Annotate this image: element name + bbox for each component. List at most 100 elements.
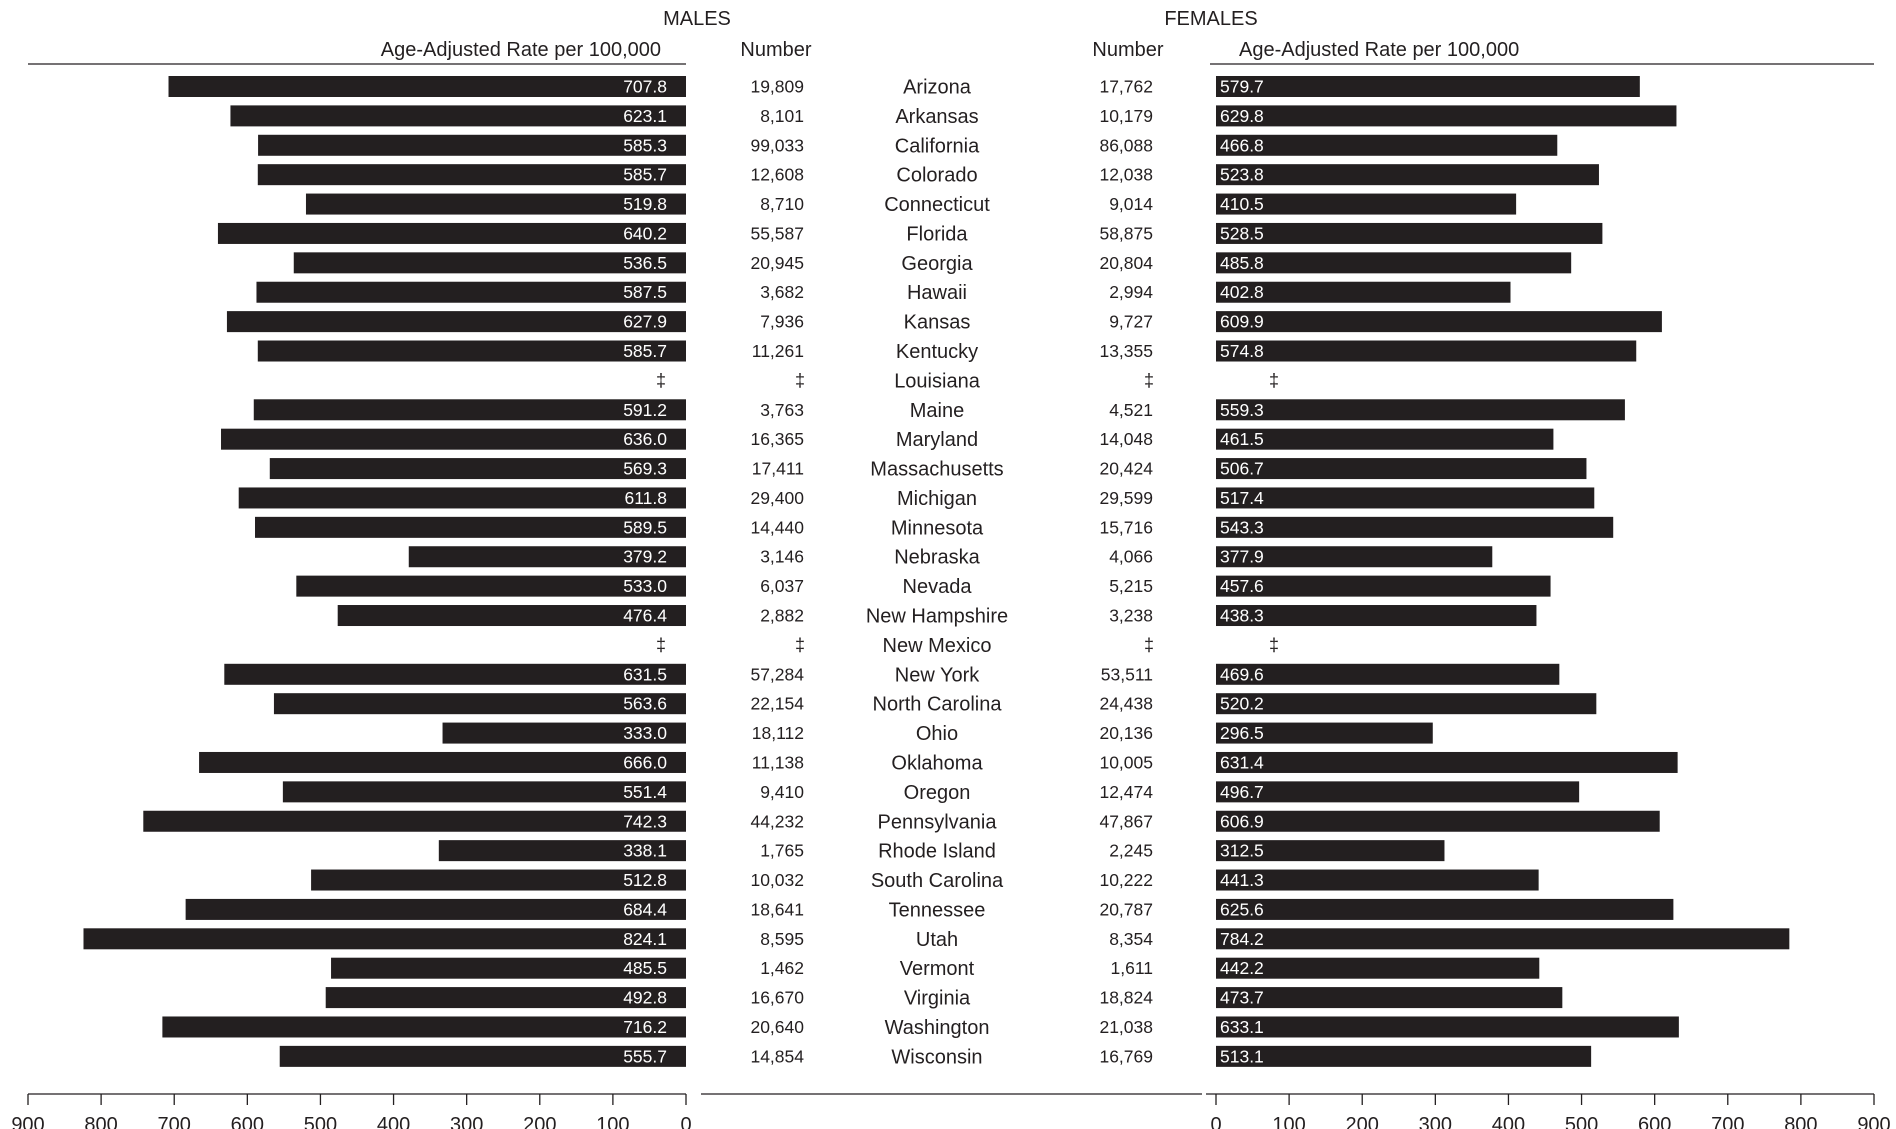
males-tick-label-100: 100 (596, 1114, 629, 1129)
female-number-new-hampshire: 3,238 (1109, 606, 1153, 626)
female-rate-label-virginia: 473.7 (1220, 988, 1264, 1008)
male-bar-oregon (282, 781, 686, 803)
male-rate-label-colorado: 585.7 (623, 165, 667, 185)
male-number-new-hampshire: 2,882 (760, 606, 804, 626)
male-number-arizona: 19,809 (750, 77, 804, 97)
female-number-washington: 21,038 (1099, 1017, 1153, 1037)
male-bar-california (258, 134, 686, 156)
state-label-georgia: Georgia (901, 253, 973, 275)
male-bar-maryland (221, 428, 686, 450)
male-rate-label-kentucky: 585.7 (623, 341, 667, 361)
male-number-massachusetts: 17,411 (752, 459, 804, 479)
female-number-rhode-island: 2,245 (1109, 841, 1153, 861)
female-bar-tennessee (1216, 898, 1674, 920)
male-rate-label-washington: 716.2 (623, 1017, 667, 1037)
female-rate-label-louisiana: ‡ (1269, 370, 1279, 390)
male-rate-label-new-york: 631.5 (623, 664, 667, 684)
female-number-connecticut: 9,014 (1109, 194, 1153, 214)
female-rate-label-tennessee: 625.6 (1220, 899, 1264, 919)
female-rate-label-california: 466.8 (1220, 135, 1264, 155)
males-tick-label-900: 900 (11, 1114, 44, 1129)
females-tick-label-800: 800 (1784, 1114, 1817, 1129)
female-rate-label-north-carolina: 520.2 (1220, 694, 1264, 714)
female-rate-label-arizona: 579.7 (1220, 77, 1264, 97)
female-bar-arkansas (1216, 105, 1677, 127)
female-rate-label-maryland: 461.5 (1220, 429, 1264, 449)
headers: MALES FEMALES Age-Adjusted Rate per 100,… (381, 8, 1519, 61)
female-bar-massachusetts (1216, 458, 1587, 480)
male-bar-tennessee (185, 898, 686, 920)
female-rate-label-new-mexico: ‡ (1269, 635, 1279, 655)
female-bar-maryland (1216, 428, 1554, 450)
male-rate-label-kansas: 627.9 (623, 312, 667, 332)
male-number-nevada: 6,037 (760, 576, 804, 596)
male-rate-label-south-carolina: 512.8 (623, 870, 667, 890)
female-rate-label-michigan: 517.4 (1220, 488, 1264, 508)
female-bar-nebraska (1216, 546, 1493, 568)
female-rate-label-oregon: 496.7 (1220, 782, 1264, 802)
female-bar-washington (1216, 1016, 1679, 1038)
male-bar-arizona (168, 76, 687, 97)
state-label-louisiana: Louisiana (894, 370, 981, 392)
female-number-oregon: 12,474 (1099, 782, 1153, 802)
female-number-nevada: 5,215 (1109, 576, 1153, 596)
female-bar-nevada (1216, 575, 1551, 597)
female-number-arkansas: 10,179 (1099, 106, 1153, 126)
male-bar-maine (253, 399, 687, 421)
male-rate-label-michigan: 611.8 (625, 488, 668, 508)
state-label-nebraska: Nebraska (894, 547, 980, 569)
female-rate-label-florida: 528.5 (1220, 223, 1264, 243)
female-rate-label-new-hampshire: 438.3 (1220, 606, 1264, 626)
state-label-arizona: Arizona (903, 77, 972, 99)
male-number-rhode-island: 1,765 (760, 841, 804, 861)
state-label-hawaii: Hawaii (907, 282, 967, 304)
female-number-colorado: 12,038 (1099, 165, 1153, 185)
female-rate-label-rhode-island: 312.5 (1220, 841, 1264, 861)
female-rate-label-colorado: 523.8 (1220, 165, 1264, 185)
female-number-wisconsin: 16,769 (1099, 1046, 1153, 1066)
state-label-kansas: Kansas (904, 312, 971, 334)
females-tick-label-200: 200 (1346, 1114, 1379, 1129)
female-number-california: 86,088 (1099, 135, 1153, 155)
state-label-washington: Washington (885, 1017, 990, 1039)
male-bar-new-hampshire (337, 605, 686, 627)
female-rate-label-georgia: 485.8 (1220, 253, 1264, 273)
male-bar-michigan (238, 487, 686, 509)
male-bar-south-carolina (311, 869, 686, 891)
state-label-kentucky: Kentucky (896, 341, 978, 363)
male-bar-nevada (296, 575, 686, 597)
female-bar-ohio (1216, 722, 1433, 744)
male-number-vermont: 1,462 (760, 958, 804, 978)
female-bar-new-hampshire (1216, 605, 1537, 627)
female-number-florida: 58,875 (1099, 223, 1153, 243)
male-rate-label-arkansas: 623.1 (623, 106, 667, 126)
male-number-florida: 55,587 (750, 223, 804, 243)
male-number-connecticut: 8,710 (760, 194, 804, 214)
state-label-new-hampshire: New Hampshire (866, 606, 1008, 628)
female-rate-label-arkansas: 629.8 (1220, 106, 1264, 126)
male-number-kansas: 7,936 (760, 312, 804, 332)
female-bar-florida (1216, 222, 1603, 244)
state-label-south-carolina: South Carolina (871, 870, 1004, 892)
state-label-california: California (895, 135, 980, 157)
female-number-virginia: 18,824 (1099, 988, 1153, 1008)
female-bar-minnesota (1216, 516, 1614, 538)
female-number-maine: 4,521 (1109, 400, 1153, 420)
male-rate-label-virginia: 492.8 (623, 988, 667, 1008)
female-number-oklahoma: 10,005 (1099, 752, 1153, 772)
female-rate-label-minnesota: 543.3 (1220, 517, 1264, 537)
males-tick-label-200: 200 (523, 1114, 556, 1129)
female-bar-rhode-island (1216, 840, 1445, 862)
males-tick-label-0: 0 (680, 1114, 691, 1129)
state-label-colorado: Colorado (896, 165, 977, 187)
female-number-nebraska: 4,066 (1109, 547, 1153, 567)
females-tick-label-900: 900 (1857, 1114, 1890, 1129)
male-number-maine: 3,763 (760, 400, 804, 420)
male-number-south-carolina: 10,032 (750, 870, 804, 890)
male-rate-label-oklahoma: 666.0 (623, 752, 667, 772)
state-label-utah: Utah (916, 929, 958, 951)
state-label-new-york: New York (895, 664, 980, 686)
female-number-minnesota: 15,716 (1099, 517, 1153, 537)
males-tick-label-400: 400 (377, 1114, 410, 1129)
female-rate-label-utah: 784.2 (1220, 929, 1264, 949)
